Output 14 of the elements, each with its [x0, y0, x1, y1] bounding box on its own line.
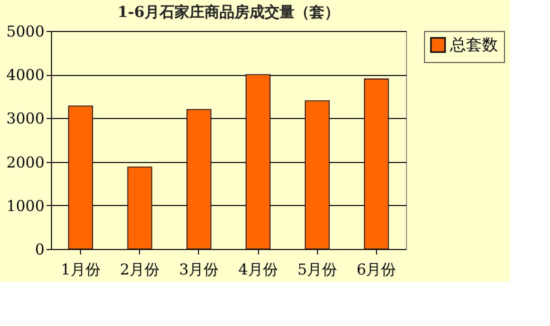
legend-label: 总套数	[449, 35, 498, 54]
y-tick-label: 2000	[6, 153, 44, 172]
y-tick-label: 1000	[6, 196, 44, 215]
x-tick-label: 4月份	[238, 260, 278, 278]
x-tick-label: 3月份	[179, 260, 219, 278]
x-tick-label: 2月份	[120, 260, 160, 278]
chart-title: 1-6月石家庄商品房成交量（套）	[117, 3, 340, 21]
y-tick-label: 4000	[6, 66, 44, 84]
x-tick-label: 1月份	[60, 260, 100, 278]
x-tick-label: 5月份	[297, 260, 338, 278]
x-tick-label: 6月份	[356, 260, 396, 278]
y-tick-label: 0	[34, 240, 44, 258]
y-tick-label: 5000	[6, 22, 44, 40]
y-tick-label: 3000	[6, 110, 44, 128]
